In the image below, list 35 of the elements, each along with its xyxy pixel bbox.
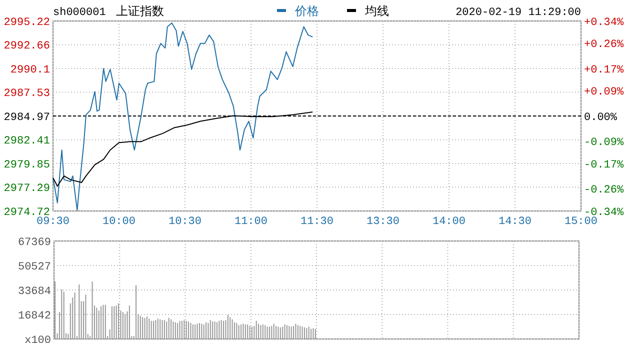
y-tick-label: 33684 <box>18 286 52 298</box>
chart-title: 上证指数 <box>116 4 164 18</box>
x-tick-label: 10:00 <box>102 216 136 228</box>
y-tick-label: 67369 <box>18 236 51 249</box>
x-tick-label: 14:30 <box>498 216 532 228</box>
y-tick-label: 2982.41 <box>4 136 50 148</box>
y2-tick-label: -0.26% <box>584 184 624 196</box>
y-tick-label: 2990.1 <box>10 64 50 76</box>
legend-label: 均线 <box>364 4 389 18</box>
y2-tick-label: -0.09% <box>584 136 624 149</box>
x-tick-label: 14:00 <box>432 216 466 228</box>
y-tick-label: 50527 <box>18 261 51 274</box>
x-tick-label: 13:30 <box>366 216 400 228</box>
y2-tick-label: -0.17% <box>584 159 624 172</box>
y-tick-label: 2984.97 <box>4 112 50 124</box>
y-tick-label: 2977.29 <box>4 183 50 196</box>
y2-tick-label: +0.17% <box>584 64 624 76</box>
y2-tick-label: +0.26% <box>584 39 624 52</box>
x-tick-label: 09:30 <box>36 216 70 228</box>
x-tick-label: 15:00 <box>564 216 598 228</box>
y-tick-label: 2979.85 <box>4 159 50 172</box>
x-tick-label: 11:30 <box>300 216 334 228</box>
x-tick-label: 11:00 <box>234 216 268 228</box>
y-tick-label: x100 <box>24 334 51 343</box>
text: sh000001 <box>53 7 106 19</box>
y-tick-label: 2987.53 <box>4 88 50 100</box>
y2-tick-label: +0.34% <box>584 16 624 29</box>
text: 2020-02-19 11:29:00 <box>456 7 581 19</box>
y-tick-label: 2992.66 <box>4 40 50 53</box>
x-tick-label: 10:30 <box>168 216 202 228</box>
y-tick-label: 16842 <box>18 310 51 322</box>
y2-tick-label: +0.09% <box>584 86 624 99</box>
legend-label: 价格 <box>294 4 319 18</box>
y-tick-label: 2995.22 <box>4 16 50 29</box>
y2-tick-label: 0.00% <box>584 112 618 124</box>
